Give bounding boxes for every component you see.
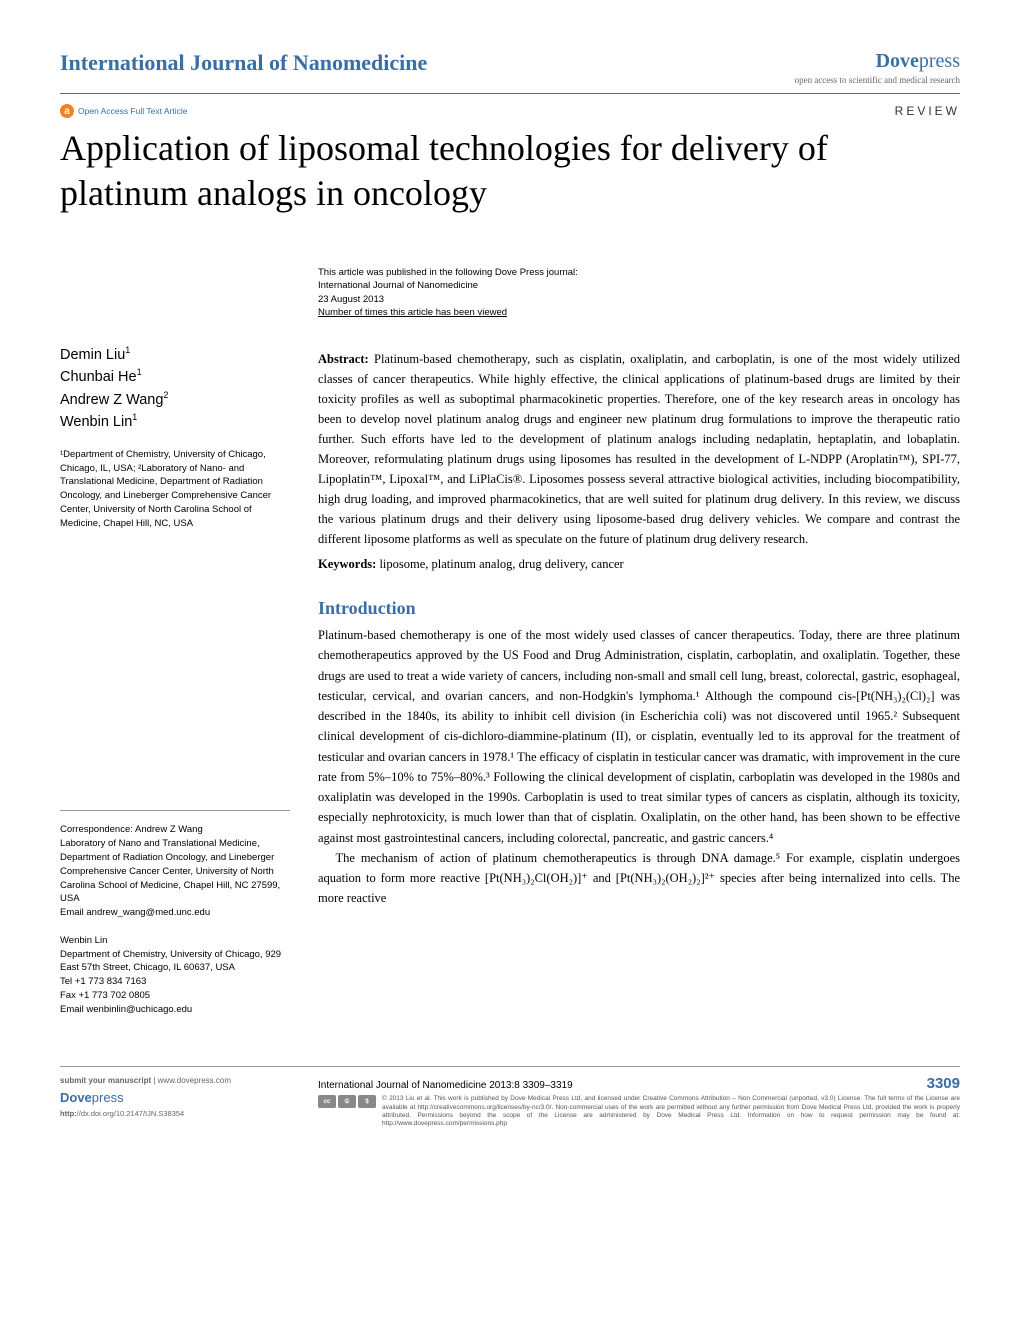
publication-info: This article was published in the follow… (318, 266, 960, 319)
keywords-text: liposome, platinum analog, drug delivery… (376, 557, 623, 571)
footer-cite-row: International Journal of Nanomedicine 20… (318, 1075, 960, 1092)
dovepress-link[interactable]: Dovepress (60, 1089, 290, 1107)
license-text: © 2013 Liu et al. This work is published… (382, 1095, 960, 1128)
content-area: Demin Liu1 Chunbai He1 Andrew Z Wang2 We… (60, 266, 960, 1030)
doi-link[interactable]: http:http://dx.doi.org/10.2147/IJN.S3835… (60, 1109, 290, 1120)
open-access-label: Open Access Full Text Article (78, 106, 187, 116)
body-paragraph: Platinum-based chemotherapy is one of th… (318, 625, 960, 848)
pub-info-line: This article was published in the follow… (318, 266, 960, 279)
keywords-label: Keywords: (318, 557, 376, 571)
correspondence-label: Correspondence: Andrew Z Wang (60, 823, 290, 837)
article-title: Application of liposomal technologies fo… (60, 126, 960, 216)
correspondence-address: Laboratory of Nano and Translational Med… (60, 837, 290, 906)
correspondence-block: Wenbin Lin Department of Chemistry, Univ… (60, 934, 290, 1017)
cc-icon: cc (318, 1095, 336, 1108)
body-text: Platinum-based chemotherapy is one of th… (318, 625, 960, 909)
cc-badges: cc ① $ (318, 1095, 376, 1108)
correspondence-tel: Tel +1 773 834 7163 (60, 975, 290, 989)
cc-by-icon: ① (338, 1095, 356, 1108)
author: Wenbin Lin1 (60, 411, 290, 433)
cc-nc-icon: $ (358, 1095, 376, 1108)
journal-name: International Journal of Nanomedicine (60, 50, 427, 76)
correspondence-fax: Fax +1 773 702 0805 (60, 989, 290, 1003)
correspondence-label: Wenbin Lin (60, 934, 290, 948)
author: Demin Liu1 (60, 344, 290, 366)
submit-manuscript[interactable]: submit your manuscript | www.dovepress.c… (60, 1075, 290, 1086)
right-column: This article was published in the follow… (318, 266, 960, 1030)
footer-left: submit your manuscript | www.dovepress.c… (60, 1075, 290, 1128)
correspondence-block: Correspondence: Andrew Z Wang Laboratory… (60, 823, 290, 919)
correspondence-email: Email andrew_wang@med.unc.edu (60, 906, 290, 920)
page-header: International Journal of Nanomedicine Do… (60, 50, 960, 94)
abstract: Abstract: Platinum-based chemotherapy, s… (318, 349, 960, 549)
correspondence: Correspondence: Andrew Z Wang Laboratory… (60, 810, 290, 1016)
open-access-icon: a (60, 104, 74, 118)
pub-info-journal: International Journal of Nanomedicine (318, 279, 960, 292)
open-access-badge[interactable]: a Open Access Full Text Article (60, 104, 187, 118)
affiliations: ¹Department of Chemistry, University of … (60, 448, 290, 531)
article-type: REVIEW (895, 104, 960, 118)
publisher-logo: Dovepress (795, 50, 960, 73)
author: Andrew Z Wang2 (60, 389, 290, 411)
journal-citation: International Journal of Nanomedicine 20… (318, 1080, 573, 1091)
keywords: Keywords: liposome, platinum analog, dru… (318, 557, 960, 572)
page-number: 3309 (927, 1075, 960, 1092)
page-footer: submit your manuscript | www.dovepress.c… (60, 1066, 960, 1128)
badge-row: a Open Access Full Text Article REVIEW (60, 104, 960, 118)
correspondence-address: Department of Chemistry, University of C… (60, 948, 290, 976)
license-row: cc ① $ © 2013 Liu et al. This work is pu… (318, 1095, 960, 1128)
author: Chunbai He1 (60, 366, 290, 388)
abstract-label: Abstract: (318, 352, 369, 366)
abstract-text: Platinum-based chemotherapy, such as cis… (318, 352, 960, 546)
correspondence-email: Email wenbinlin@uchicago.edu (60, 1003, 290, 1017)
publisher-block: Dovepress open access to scientific and … (795, 50, 960, 85)
left-column: Demin Liu1 Chunbai He1 Andrew Z Wang2 We… (60, 266, 290, 1030)
authors-list: Demin Liu1 Chunbai He1 Andrew Z Wang2 We… (60, 344, 290, 434)
views-link[interactable]: Number of times this article has been vi… (318, 306, 960, 319)
section-heading: Introduction (318, 598, 960, 619)
footer-center: International Journal of Nanomedicine 20… (318, 1075, 960, 1128)
body-paragraph: The mechanism of action of platinum chem… (318, 848, 960, 909)
publisher-tagline: open access to scientific and medical re… (795, 75, 960, 85)
pub-info-date: 23 August 2013 (318, 293, 960, 306)
